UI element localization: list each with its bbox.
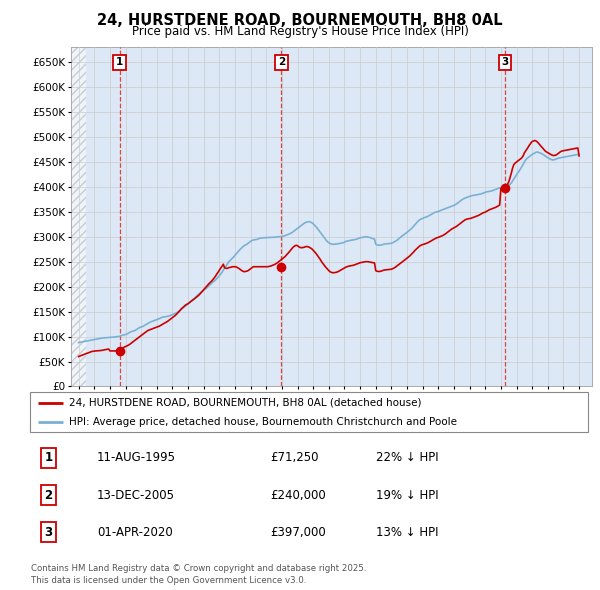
Text: HPI: Average price, detached house, Bournemouth Christchurch and Poole: HPI: Average price, detached house, Bour… bbox=[69, 417, 457, 427]
Text: Contains HM Land Registry data © Crown copyright and database right 2025.
This d: Contains HM Land Registry data © Crown c… bbox=[31, 565, 367, 585]
Text: 01-APR-2020: 01-APR-2020 bbox=[97, 526, 173, 539]
Text: £240,000: £240,000 bbox=[270, 489, 326, 502]
Text: 3: 3 bbox=[501, 57, 508, 67]
Text: £71,250: £71,250 bbox=[270, 451, 319, 464]
Text: 11-AUG-1995: 11-AUG-1995 bbox=[97, 451, 176, 464]
Text: 24, HURSTDENE ROAD, BOURNEMOUTH, BH8 0AL: 24, HURSTDENE ROAD, BOURNEMOUTH, BH8 0AL bbox=[97, 13, 503, 28]
Text: 2: 2 bbox=[278, 57, 285, 67]
FancyBboxPatch shape bbox=[30, 392, 588, 432]
Text: 13-DEC-2005: 13-DEC-2005 bbox=[97, 489, 175, 502]
Text: Price paid vs. HM Land Registry's House Price Index (HPI): Price paid vs. HM Land Registry's House … bbox=[131, 25, 469, 38]
Text: 1: 1 bbox=[116, 57, 123, 67]
Text: 3: 3 bbox=[44, 526, 52, 539]
Text: 19% ↓ HPI: 19% ↓ HPI bbox=[376, 489, 439, 502]
Bar bbox=[71, 47, 86, 386]
Text: 24, HURSTDENE ROAD, BOURNEMOUTH, BH8 0AL (detached house): 24, HURSTDENE ROAD, BOURNEMOUTH, BH8 0AL… bbox=[69, 398, 422, 408]
Text: 22% ↓ HPI: 22% ↓ HPI bbox=[376, 451, 439, 464]
Text: 1: 1 bbox=[44, 451, 52, 464]
Text: 2: 2 bbox=[44, 489, 52, 502]
Text: 13% ↓ HPI: 13% ↓ HPI bbox=[376, 526, 439, 539]
Text: £397,000: £397,000 bbox=[270, 526, 326, 539]
